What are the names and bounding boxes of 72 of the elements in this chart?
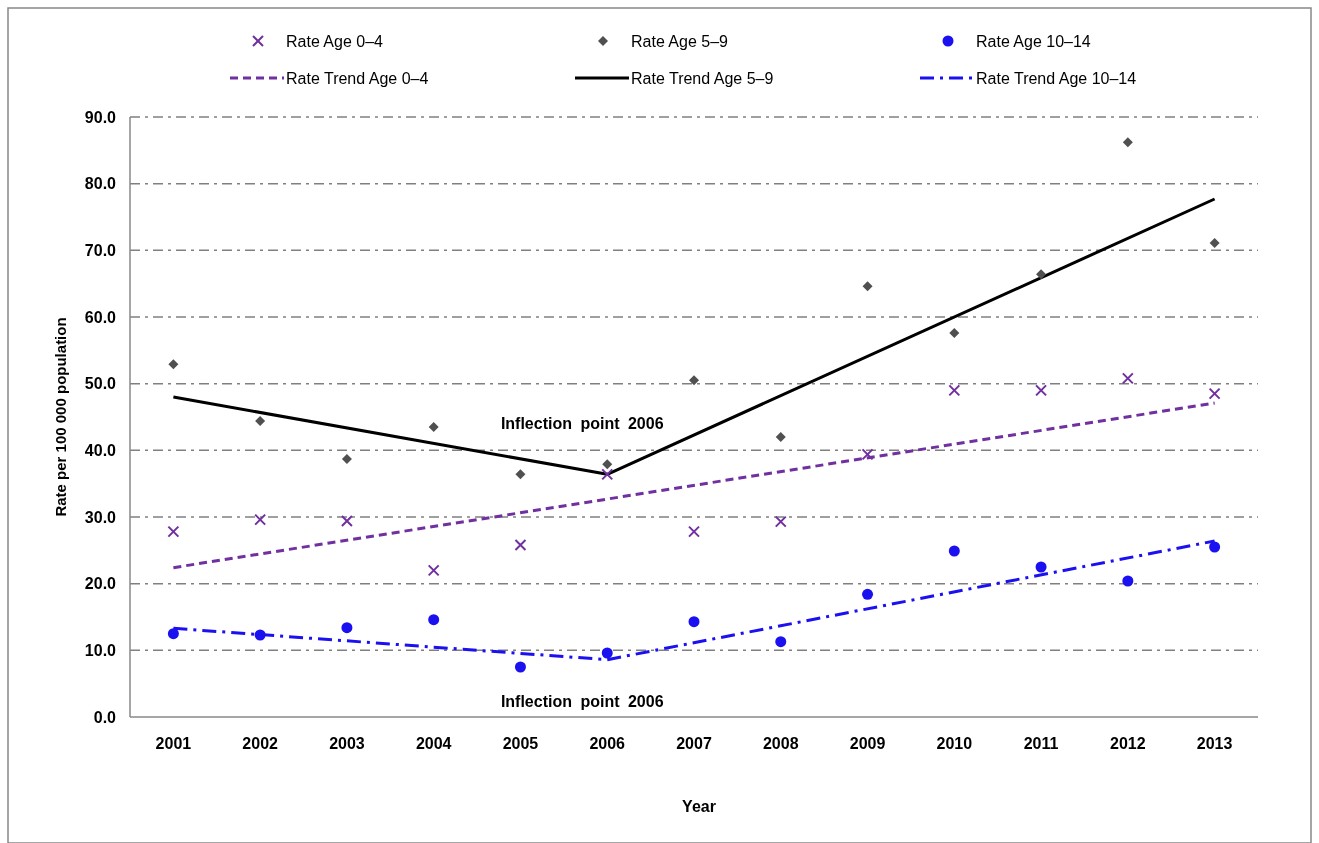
x-tick-label: 2004 xyxy=(415,735,452,752)
x-tick-label: 2012 xyxy=(1110,735,1146,752)
point xyxy=(255,416,266,426)
x-tick-label: 2008 xyxy=(762,735,799,752)
point xyxy=(1035,384,1048,397)
x-tick-label: 2003 xyxy=(329,735,365,752)
point xyxy=(862,281,873,292)
point xyxy=(1035,561,1047,573)
x-axis-title: Year xyxy=(682,798,716,815)
point xyxy=(340,515,353,527)
point xyxy=(775,636,787,648)
point xyxy=(949,328,960,338)
point xyxy=(689,375,699,386)
point xyxy=(688,525,700,538)
legend-label: Rate Age 5–9 xyxy=(631,32,729,50)
point xyxy=(948,384,961,397)
x-tick-label: 2002 xyxy=(242,735,279,752)
point xyxy=(1121,372,1134,385)
x-tick-label: 2006 xyxy=(589,735,626,752)
point xyxy=(167,628,179,640)
point xyxy=(602,459,613,470)
y-tick-label: 0.0 xyxy=(93,708,117,726)
x-tick-label: 2013 xyxy=(1196,735,1233,752)
point xyxy=(514,661,526,673)
legend-label: Rate Trend Age 10–14 xyxy=(976,69,1137,87)
y-tick-label: 10.0 xyxy=(84,641,117,659)
point xyxy=(1208,387,1221,400)
x-tick-label: 2007 xyxy=(676,735,712,752)
x-tick-label: 2010 xyxy=(936,735,973,752)
point xyxy=(254,513,267,526)
y-tick-label: 20.0 xyxy=(84,575,117,593)
y-tick-label: 80.0 xyxy=(84,175,117,193)
y-tick-label: 30.0 xyxy=(84,508,117,526)
point xyxy=(774,515,787,528)
point xyxy=(514,539,527,551)
point xyxy=(1036,269,1047,280)
y-tick-label: 50.0 xyxy=(84,375,117,393)
legend-label: Rate Trend Age 5–9 xyxy=(631,69,774,87)
y-tick-label: 40.0 xyxy=(84,441,117,459)
point xyxy=(862,588,874,600)
point xyxy=(254,629,266,641)
point xyxy=(1122,137,1133,148)
legend-label: Rate Age 10–14 xyxy=(976,32,1091,50)
point xyxy=(515,469,526,480)
x-tick-label: 2005 xyxy=(502,735,539,752)
point xyxy=(427,564,440,577)
point xyxy=(1209,238,1220,248)
point xyxy=(428,422,439,432)
x-tick-label: 2009 xyxy=(849,735,886,752)
y-tick-label: 70.0 xyxy=(84,241,117,259)
point xyxy=(948,545,960,557)
y-tick-label: 60.0 xyxy=(84,308,117,326)
point xyxy=(688,616,700,628)
y-tick-label: 90.0 xyxy=(84,108,117,126)
point xyxy=(341,454,352,464)
point xyxy=(341,622,353,634)
point xyxy=(167,525,180,538)
legend-label: Rate Trend Age 0–4 xyxy=(286,69,429,87)
annotation: Inflection point 2006 xyxy=(500,415,664,433)
point xyxy=(601,647,613,659)
annotation: Inflection point 2006 xyxy=(500,692,664,710)
point xyxy=(168,359,179,370)
y-axis-title: Rate per 100 000 population xyxy=(52,317,69,517)
x-tick-label: 2011 xyxy=(1023,735,1059,752)
point xyxy=(1122,575,1134,587)
point xyxy=(1209,541,1221,553)
point xyxy=(601,468,614,481)
point xyxy=(861,448,874,461)
x-tick-label: 2001 xyxy=(155,735,192,752)
legend-label: Rate Age 0–4 xyxy=(286,32,384,50)
point xyxy=(775,432,786,442)
point xyxy=(428,614,440,626)
